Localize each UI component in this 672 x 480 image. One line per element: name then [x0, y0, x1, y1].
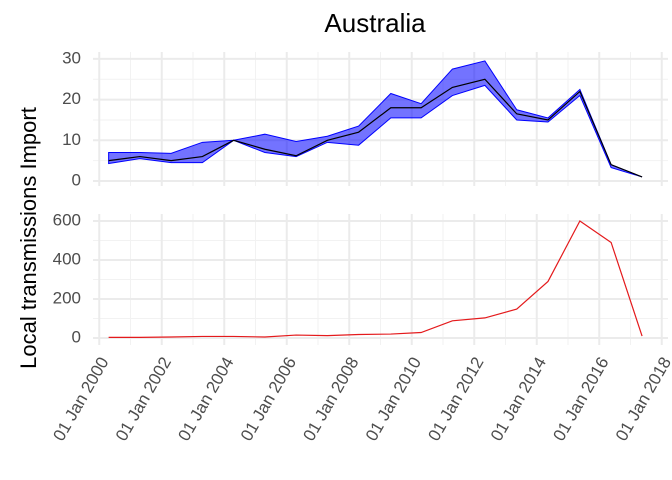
line	[108, 78, 643, 178]
chart-title: Australia	[324, 8, 426, 38]
y-tick-label: 400	[53, 249, 81, 268]
x-tick-label: 01 Jan 2008	[299, 354, 362, 445]
x-tick-label: 01 Jan 2006	[237, 354, 300, 445]
x-tick-label: 01 Jan 2016	[549, 354, 612, 445]
line	[108, 220, 643, 338]
y-tick-label: 0	[72, 170, 81, 189]
y-tick-label: 600	[53, 211, 81, 230]
x-tick-label: 01 Jan 2012	[424, 354, 487, 445]
y-tick-label: 10	[62, 130, 81, 149]
x-tick-label: 01 Jan 2018	[612, 354, 672, 445]
x-tick-label: 01 Jan 2002	[112, 354, 175, 445]
x-tick-label: 01 Jan 2004	[174, 354, 237, 445]
y-tick-label: 30	[62, 48, 81, 67]
y-tick-label: 200	[53, 288, 81, 307]
x-tick-label: 01 Jan 2014	[487, 354, 550, 445]
y-tick-label: 20	[62, 89, 81, 108]
y-tick-label: 0	[72, 327, 81, 346]
x-tick-label: 01 Jan 2000	[49, 354, 112, 445]
x-tick-label: 01 Jan 2010	[362, 354, 425, 445]
y-axis-title: Local transmissions Import	[16, 107, 41, 369]
